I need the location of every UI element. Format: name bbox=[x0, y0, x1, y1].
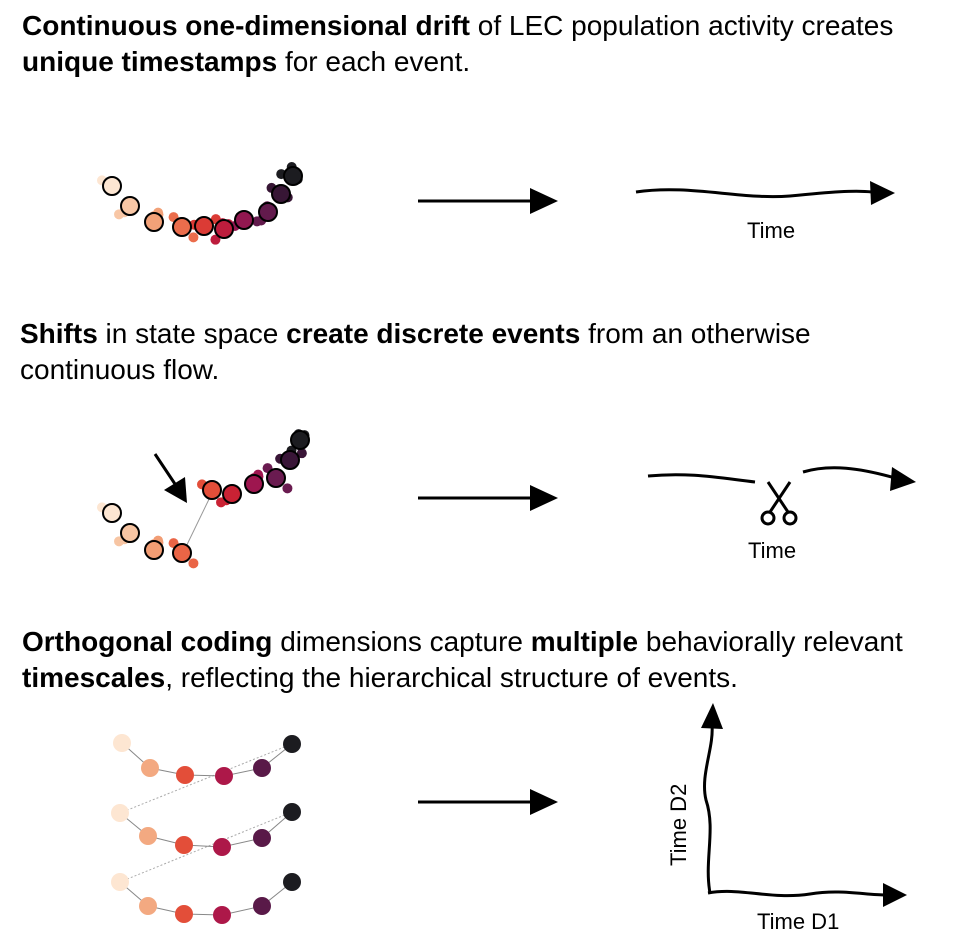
time-curve-2 bbox=[647, 466, 916, 491]
population-dot bbox=[296, 448, 307, 459]
population-dot bbox=[210, 234, 221, 245]
caption-run: for each event. bbox=[277, 46, 471, 77]
caption-orthogonal: Orthogonal coding dimensions capture mul… bbox=[22, 624, 947, 696]
state-node bbox=[141, 759, 159, 777]
state-marker bbox=[290, 430, 310, 450]
state-node bbox=[139, 897, 157, 915]
transform-arrow-2 bbox=[418, 485, 558, 511]
state-marker bbox=[271, 184, 291, 204]
state-node bbox=[283, 873, 301, 891]
state-node bbox=[213, 906, 231, 924]
state-marker bbox=[234, 210, 254, 230]
orthogonal-trajectories bbox=[111, 734, 301, 924]
state-marker bbox=[222, 484, 242, 504]
transform-arrow-1 bbox=[418, 188, 558, 214]
caption-run: behaviorally relevant bbox=[638, 626, 903, 657]
state-marker bbox=[214, 219, 234, 239]
caption-run: Continuous one-dimensional drift bbox=[22, 10, 470, 41]
time-axes bbox=[701, 703, 907, 907]
caption-run: , reflecting the hierarchical structure … bbox=[165, 662, 738, 693]
state-marker bbox=[120, 196, 140, 216]
scissors-icon bbox=[760, 481, 798, 526]
caption-run: timescales bbox=[22, 662, 166, 693]
state-marker bbox=[283, 166, 303, 186]
state-marker bbox=[102, 503, 122, 523]
state-node bbox=[139, 827, 157, 845]
y-axis-label: Time D2 bbox=[666, 784, 691, 866]
shift-indicator-arrow bbox=[153, 453, 187, 503]
state-node bbox=[253, 759, 271, 777]
state-node bbox=[175, 905, 193, 923]
state-node bbox=[111, 804, 129, 822]
time-curve-1 bbox=[635, 181, 895, 205]
caption-run: from an otherwise continuous flow. bbox=[20, 318, 811, 385]
state-node bbox=[175, 836, 193, 854]
state-marker bbox=[144, 212, 164, 232]
state-marker bbox=[102, 176, 122, 196]
population-dot bbox=[188, 232, 199, 243]
time-label-2: Time bbox=[748, 538, 796, 563]
caption-run: dimensions capture bbox=[272, 626, 531, 657]
time-label-1: Time bbox=[747, 218, 795, 243]
transform-arrow-3 bbox=[418, 789, 558, 815]
state-node bbox=[253, 897, 271, 915]
state-marker bbox=[144, 540, 164, 560]
state-marker bbox=[266, 468, 286, 488]
caption-run: create discrete events bbox=[286, 318, 581, 349]
population-dot bbox=[282, 483, 293, 494]
caption-drift: Continuous one-dimensional drift of LEC … bbox=[22, 8, 947, 80]
caption-run: in state space bbox=[97, 318, 287, 349]
state-node bbox=[283, 803, 301, 821]
caption-shifts: Shifts in state space create discrete ev… bbox=[20, 316, 945, 388]
state-marker bbox=[202, 480, 222, 500]
caption-run: Orthogonal coding bbox=[22, 626, 273, 657]
state-marker bbox=[258, 202, 278, 222]
repeat-connector bbox=[119, 811, 293, 883]
state-node bbox=[111, 873, 129, 891]
state-node bbox=[113, 734, 131, 752]
caption-run: of LEC population activity creates bbox=[469, 10, 894, 41]
state-marker bbox=[194, 216, 214, 236]
shift-trajectory bbox=[97, 429, 310, 569]
state-marker bbox=[172, 543, 192, 563]
repeat-connector bbox=[119, 743, 293, 814]
caption-run: multiple bbox=[530, 626, 639, 657]
state-node bbox=[215, 767, 233, 785]
state-marker bbox=[244, 474, 264, 494]
state-node bbox=[253, 829, 271, 847]
caption-run: unique timestamps bbox=[22, 46, 278, 77]
x-axis-label: Time D1 bbox=[757, 909, 839, 934]
drift-trajectory bbox=[97, 161, 303, 245]
population-dot bbox=[188, 558, 199, 569]
state-node bbox=[283, 735, 301, 753]
state-marker bbox=[120, 523, 140, 543]
state-marker bbox=[172, 217, 192, 237]
caption-run: Shifts bbox=[20, 318, 98, 349]
state-marker bbox=[280, 450, 300, 470]
state-node bbox=[176, 766, 194, 784]
state-node bbox=[213, 838, 231, 856]
